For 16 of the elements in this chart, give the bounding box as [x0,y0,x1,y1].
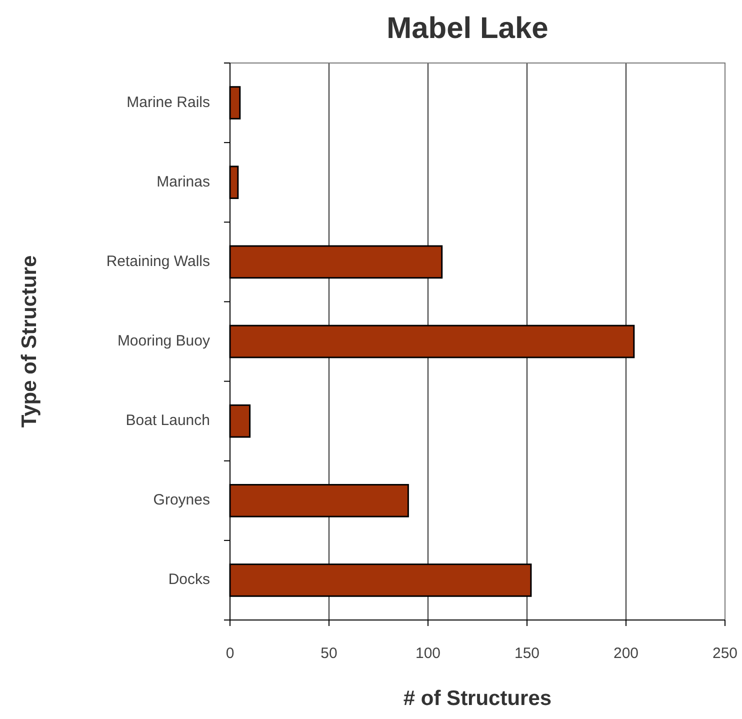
y-tick-label: Groynes [153,492,210,509]
y-axis-title: Type of Structure [18,255,41,428]
x-tick-label: 50 [320,645,338,662]
y-tick-label: Boat Launch [126,412,210,430]
x-tick-label: 150 [514,645,540,662]
y-tick-label: Docks [168,571,210,588]
y-tick-label: Marinas [156,173,210,190]
y-tick-label: Retaining Walls [106,252,210,270]
chart-title: Mabel Lake [386,12,548,45]
y-tick-label: Mooring Buoy [117,332,210,350]
x-tick-label: 250 [712,645,738,662]
y-tick-label: Marine Rails [126,94,210,111]
x-tick-label: 100 [415,645,441,662]
x-tick-label: 0 [226,645,234,662]
x-tick-label: 200 [613,645,639,662]
x-axis-title: # of Structures [403,687,552,710]
